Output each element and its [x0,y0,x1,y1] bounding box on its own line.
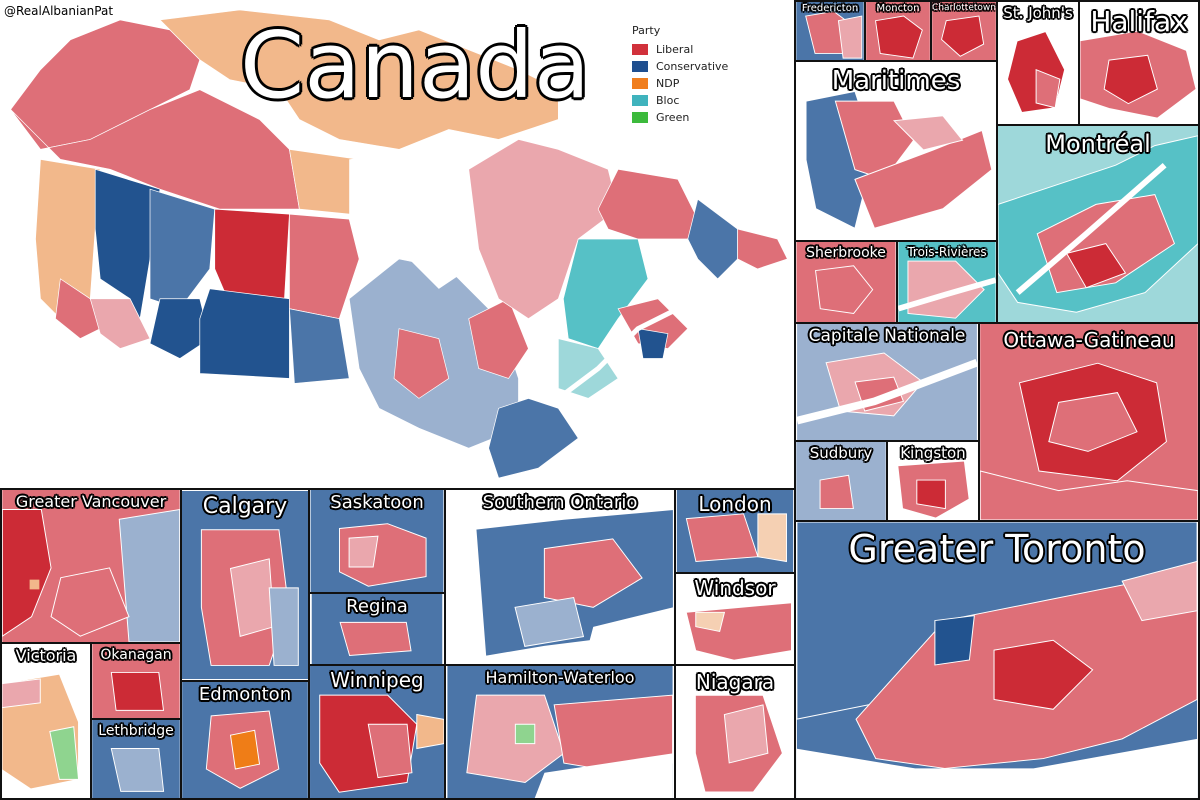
inset-title: Hamilton-Waterloo [485,668,635,687]
legend-item-liberal: Liberal [632,41,728,58]
inset-fredericton: Fredericton [794,0,866,62]
inset-windsor: Windsor [674,572,796,666]
credit: @RealAlbanianPat [4,4,114,18]
inset-title: Trois-Rivières [907,245,987,259]
inset-capitale-nationale: Capitale Nationale [794,322,980,442]
inset-title: Lethbridge [98,723,174,739]
inset-title: Sherbrooke [806,245,886,261]
inset-montreal: Montréal [996,124,1200,324]
inset-title: Greater Vancouver [15,492,167,511]
canada-map-panel: @RealAlbanianPat Canada Party Liberal Co… [0,0,796,490]
inset-title: Halifax [1090,5,1188,38]
inset-sherbrooke: Sherbrooke [794,240,898,324]
inset-title: Charlottetown [932,3,996,13]
inset-title: Saskatoon [330,492,424,513]
canada-map [10,9,788,479]
inset-title: Capitale Nationale [808,326,966,346]
legend-item-ndp: NDP [632,75,728,92]
inset-title: Montréal [1045,130,1151,158]
legend-item-conservative: Conservative [632,58,728,75]
inset-title: Okanagan [100,647,172,663]
inset-title: Sudbury [809,444,873,462]
inset-title: Kingston [900,444,966,462]
inset-london: London [674,488,796,574]
inset-charlottetown: Charlottetown [930,0,998,62]
inset-halifax: Halifax [1078,0,1200,126]
inset-sudbury: Sudbury [794,440,888,522]
inset-niagara: Niagara [674,664,796,800]
inset-hamilton-waterloo: Hamilton-Waterloo [444,664,676,800]
inset-title: Ottawa-Gatineau [1003,328,1175,352]
inset-ottawa-gatineau: Ottawa-Gatineau [978,322,1200,522]
page-title: Canada [240,12,591,119]
inset-edmonton: Edmonton [180,680,310,800]
inset-title: Southern Ontario [482,492,638,513]
inset-title: London [698,492,772,516]
inset-kingston: Kingston [886,440,980,522]
legend-title: Party [632,24,661,37]
inset-okanagan: Okanagan [90,642,182,720]
inset-lethbridge: Lethbridge [90,718,182,800]
inset-title: Calgary [202,494,288,519]
inset-calgary: Calgary [180,488,310,682]
inset-title: Fredericton [801,3,859,14]
inset-saskatoon: Saskatoon [308,488,446,594]
legend: Party Liberal Conservative NDP Bloc Gree… [632,24,728,126]
inset-southern-ontario: Southern Ontario [444,488,676,666]
inset-maritimes: Maritimes [794,60,998,242]
inset-title: Niagara [695,670,775,694]
inset-victoria: Victoria [0,642,92,800]
inset-title: Greater Toronto [848,527,1146,571]
inset-title: Regina [346,596,408,617]
inset-title: Edmonton [198,684,292,705]
inset-title: Maritimes [831,66,961,96]
inset-title: Windsor [694,576,776,600]
inset-moncton: Moncton [864,0,932,62]
inset-title: Moncton [876,3,920,14]
inset-greater-vancouver: Greater Vancouver [0,488,182,644]
inset-title: Winnipeg [330,668,424,692]
inset-st-johns: St. John's [996,0,1080,126]
inset-regina: Regina [308,592,446,666]
legend-item-green: Green [632,109,728,126]
legend-item-bloc: Bloc [632,92,728,109]
inset-title: St. John's [1003,4,1073,22]
inset-trois-rivieres: Trois-Rivières [896,240,998,324]
inset-greater-toronto: Greater Toronto [794,520,1200,800]
inset-winnipeg: Winnipeg [308,664,446,800]
inset-title: Victoria [15,646,77,665]
